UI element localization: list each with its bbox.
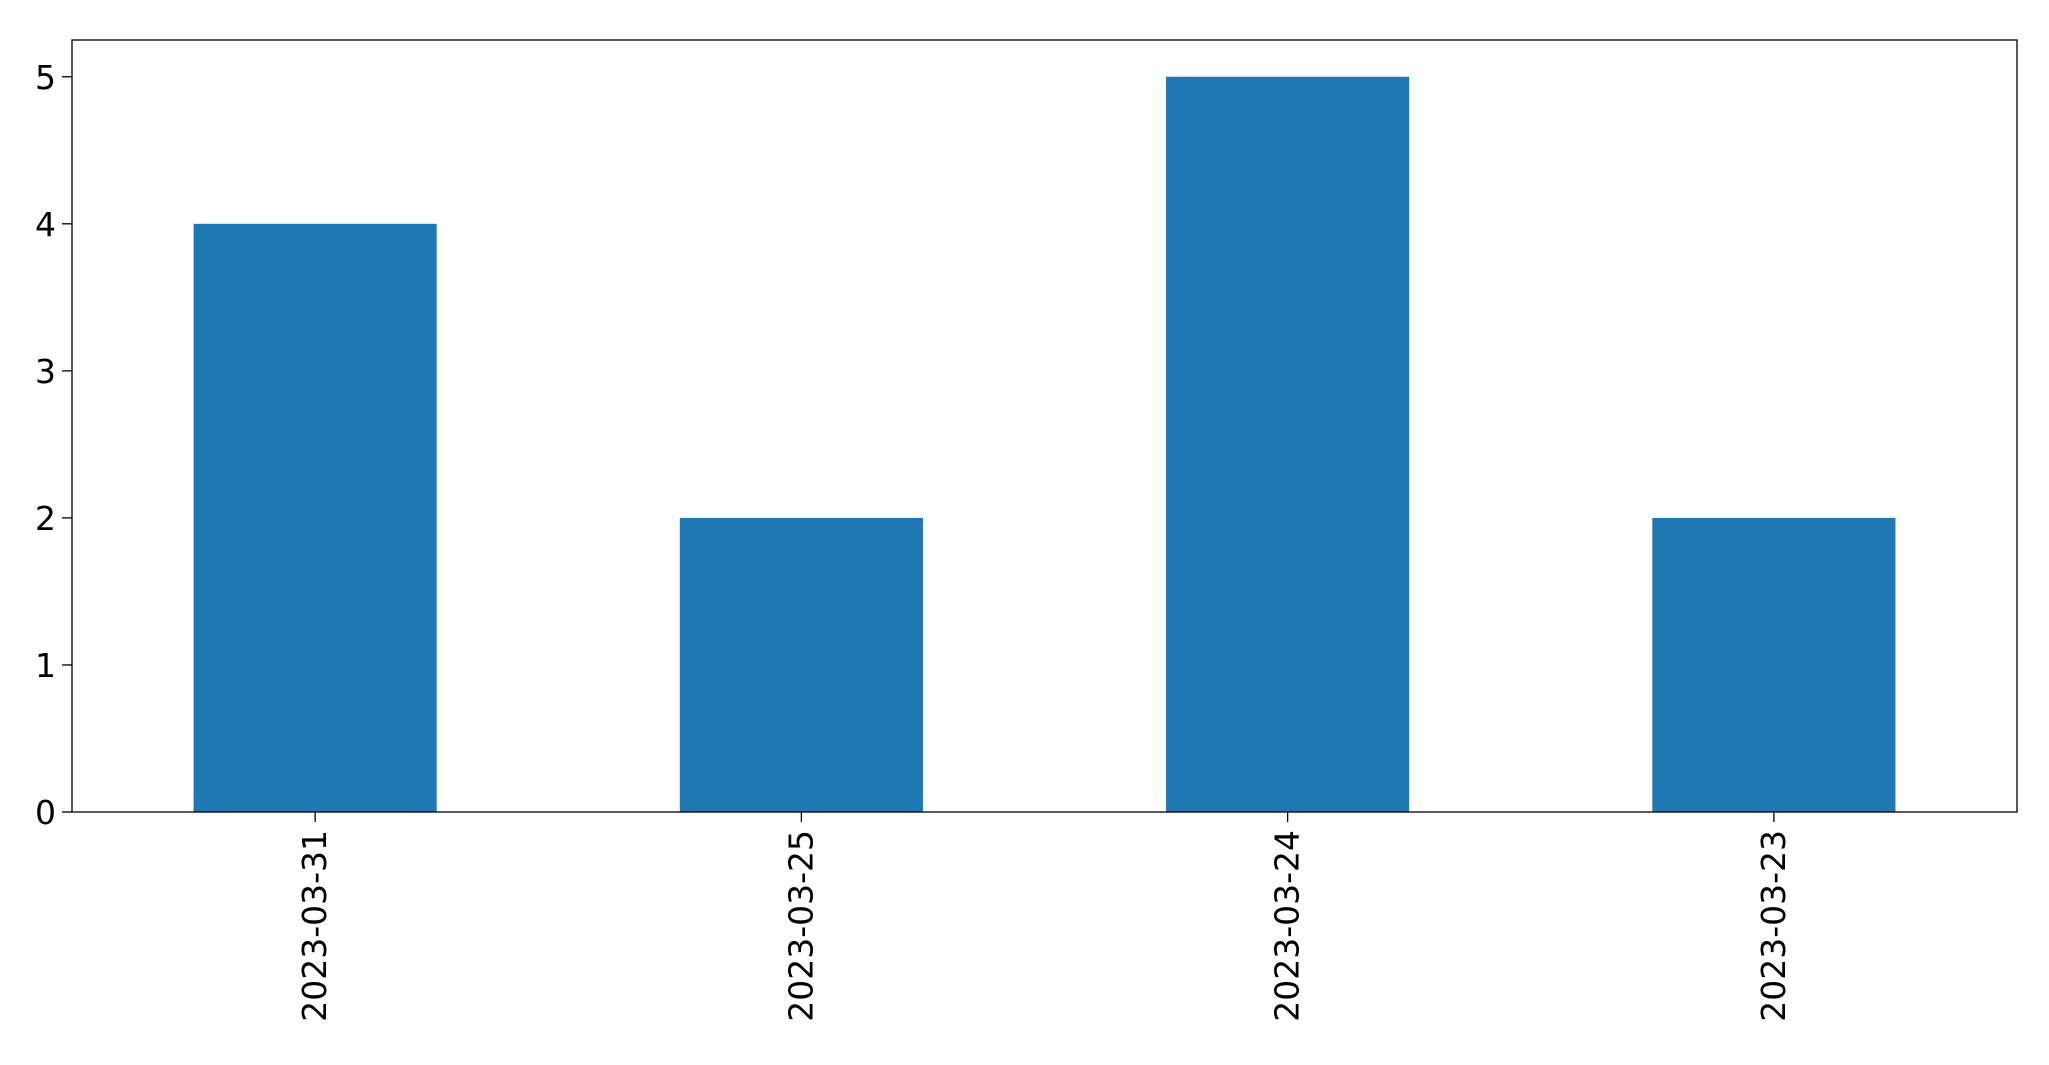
y-tick-label: 2 — [35, 499, 56, 538]
y-axis: 0 1 2 3 4 5 — [35, 58, 72, 832]
x-axis: 2023-03-31 2023-03-25 2023-03-24 2023-03-23 — [295, 812, 1793, 1022]
plot-frame — [71, 39, 2018, 813]
x-tick-label: 2023-03-31 — [295, 830, 334, 1022]
y-tick-label: 0 — [35, 793, 56, 832]
y-tick-label: 3 — [35, 352, 56, 391]
x-tick-label: 2023-03-24 — [1268, 830, 1307, 1022]
bar-2023-03-24 — [1166, 76, 1410, 812]
bars-layer — [193, 76, 1896, 813]
bar-2023-03-23 — [1652, 517, 1896, 812]
y-tick-label: 5 — [35, 58, 56, 97]
x-tick-label: 2023-03-23 — [1754, 830, 1793, 1022]
x-tick-label: 2023-03-25 — [781, 830, 820, 1022]
y-tick-label: 4 — [35, 205, 56, 244]
bar-2023-03-25 — [679, 517, 923, 812]
bar-2023-03-31 — [193, 223, 437, 813]
y-tick-label: 1 — [35, 646, 56, 685]
